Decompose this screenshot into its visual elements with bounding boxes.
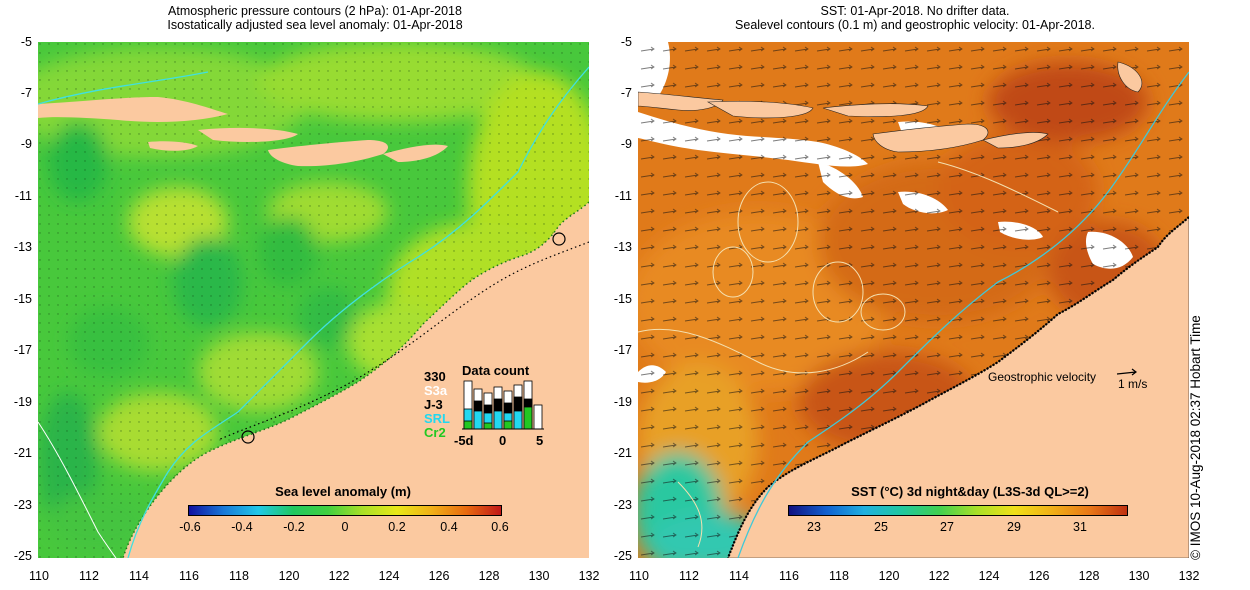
- sla-colorbar: [188, 505, 502, 516]
- colorbar-tick: 23: [807, 520, 821, 534]
- y-tick: -15: [613, 292, 632, 306]
- x-tick: 114: [729, 569, 749, 583]
- y-tick: -17: [613, 343, 632, 357]
- colorbar-tick: -0.4: [231, 520, 253, 534]
- right-title-line2: Sealevel contours (0.1 m) and geostrophi…: [735, 18, 1095, 32]
- velocity-legend-label: Geostrophic velocity: [988, 370, 1097, 384]
- x-tick: 118: [229, 569, 249, 583]
- satellite-label: S3a: [424, 383, 448, 398]
- x-tick: 120: [278, 569, 300, 583]
- y-tick: -5: [20, 35, 32, 49]
- sst-colorbar: [788, 505, 1128, 516]
- x-tick: 122: [928, 569, 950, 583]
- velocity-arrow-icon: [1116, 368, 1137, 376]
- y-tick: -25: [613, 549, 632, 563]
- y-tick: -13: [13, 240, 32, 254]
- velocity-scale-label: 1 m/s: [1118, 377, 1148, 391]
- x-tick: 132: [1178, 569, 1200, 583]
- colorbar-tick: 31: [1073, 520, 1087, 534]
- y-tick: -23: [613, 498, 632, 512]
- x-tick: 112: [679, 569, 699, 583]
- sst-map: [638, 42, 1189, 558]
- colorbar-tick: 0: [341, 520, 349, 534]
- y-tick: -25: [13, 549, 32, 563]
- imos-credit: © IMOS 10-Aug-2018 02:37 Hobart Time: [1188, 315, 1203, 560]
- x-tick: 110: [29, 569, 49, 583]
- y-tick: -23: [13, 498, 32, 512]
- colorbar-tick: 0.6: [491, 520, 509, 534]
- data-count-title: Data count: [462, 363, 530, 378]
- colorbar-tick: -0.6: [179, 520, 201, 534]
- y-tick: -13: [613, 240, 632, 254]
- colorbar-tick: 0.4: [440, 520, 458, 534]
- data-count-tick: -5d: [454, 433, 474, 448]
- right-title-line1: SST: 01-Apr-2018. No drifter data.: [820, 4, 1010, 18]
- x-tick: 130: [1128, 569, 1150, 583]
- y-tick: -11: [14, 189, 32, 203]
- x-tick: 112: [79, 569, 99, 583]
- y-tick: -15: [13, 292, 32, 306]
- x-tick: 130: [528, 569, 550, 583]
- y-tick: -5: [620, 35, 632, 49]
- colorbar-tick: 29: [1007, 520, 1021, 534]
- x-tick: 128: [478, 569, 500, 583]
- colorbar-tick: 27: [940, 520, 954, 534]
- satellite-label: SRL: [424, 411, 450, 426]
- satellite-label: J-3: [424, 397, 443, 412]
- satellite-label: Cr2: [424, 425, 446, 440]
- x-tick: 114: [129, 569, 149, 583]
- x-tick: 126: [1028, 569, 1050, 583]
- x-tick: 110: [629, 569, 649, 583]
- y-tick: -11: [614, 189, 632, 203]
- x-tick: 116: [779, 569, 799, 583]
- x-tick: 124: [378, 569, 400, 583]
- colorbar-tick: 25: [874, 520, 888, 534]
- x-tick: 124: [978, 569, 1000, 583]
- y-tick: -21: [13, 446, 32, 460]
- x-tick: 118: [829, 569, 849, 583]
- y-tick: -7: [20, 86, 32, 100]
- satellite-label: 330: [424, 369, 446, 384]
- y-tick: -7: [620, 86, 632, 100]
- y-tick: -17: [13, 343, 32, 357]
- y-tick: -9: [620, 137, 632, 151]
- y-tick: -21: [613, 446, 632, 460]
- data-count-bars: [462, 380, 544, 430]
- sla-colorbar-label: Sea level anomaly (m): [275, 484, 411, 499]
- left-title-line2: Isostatically adjusted sea level anomaly…: [167, 18, 463, 32]
- x-tick: 120: [878, 569, 900, 583]
- data-count-tick: 0: [499, 433, 507, 448]
- y-tick: -9: [20, 137, 32, 151]
- x-tick: 126: [428, 569, 450, 583]
- y-tick: -19: [13, 395, 32, 409]
- y-tick: -19: [613, 395, 632, 409]
- sea-level-anomaly-map: [38, 42, 589, 558]
- x-tick: 128: [1078, 569, 1100, 583]
- data-count-inset: Data count 330 S3a J-3 SRL Cr2 -5d 0 5: [396, 363, 556, 448]
- sst-colorbar-label: SST (°C) 3d night&day (L3S-3d QL>=2): [851, 484, 1089, 499]
- colorbar-tick: 0.2: [388, 520, 406, 534]
- colorbar-tick: -0.2: [283, 520, 305, 534]
- x-tick: 132: [578, 569, 600, 583]
- x-tick: 116: [179, 569, 199, 583]
- left-title-line1: Atmospheric pressure contours (2 hPa): 0…: [168, 4, 462, 18]
- x-tick: 122: [328, 569, 350, 583]
- data-count-tick: 5: [536, 433, 544, 448]
